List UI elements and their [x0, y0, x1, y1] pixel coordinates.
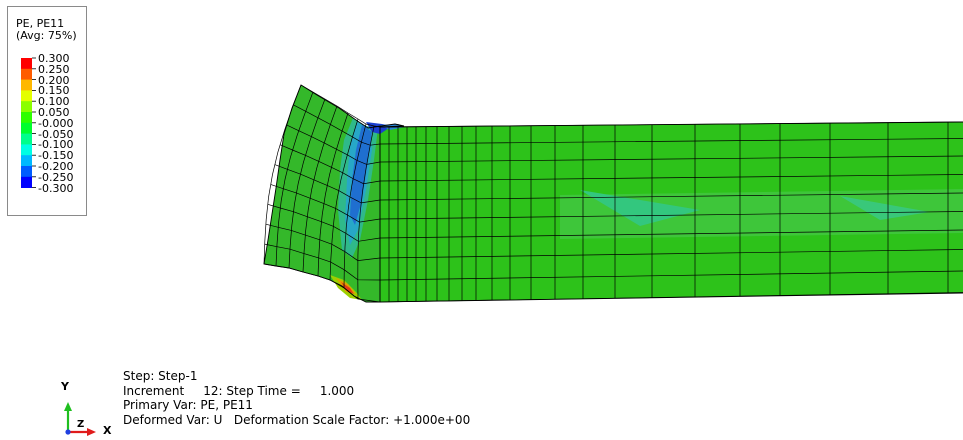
mesh-edge	[274, 164, 381, 204]
legend-value-label: -0.150	[38, 149, 74, 163]
beam-bottom-edge	[379, 292, 963, 303]
legend-value-label: -0.100	[38, 138, 74, 152]
mesh-edge	[302, 105, 338, 273]
mesh-contour-fills	[264, 85, 963, 302]
mesh-edge	[265, 223, 381, 261]
legend-band	[21, 101, 32, 113]
mesh-edge	[264, 243, 381, 281]
legend-band	[21, 166, 32, 178]
legend-band	[21, 58, 32, 70]
mesh-edge	[286, 124, 381, 165]
step-name: Step: Step-1	[123, 369, 198, 383]
contour-legend: PE, PE11 (Avg: 75%) 0.300 0.250 0.200 0.150…	[7, 6, 87, 216]
legend-band	[21, 144, 32, 156]
legend-value-label: 0.200	[38, 73, 70, 87]
legend-band	[21, 155, 32, 167]
mesh-edge	[379, 249, 963, 259]
triad-y-label: Y	[61, 380, 69, 393]
legend-band	[21, 176, 32, 188]
legend-band	[21, 90, 32, 102]
mesh-edge	[379, 174, 963, 182]
mesh-edge	[357, 125, 375, 300]
legend-value-label: 0.050	[38, 106, 70, 119]
triad-z-marker	[65, 429, 71, 435]
triad-y-arrow	[64, 402, 72, 432]
legend-value-label: -0.000	[38, 116, 74, 130]
legend-band	[21, 68, 32, 80]
mesh-edge	[267, 203, 381, 242]
deformed-variable: Deformed Var: U Deformation Scale Factor…	[123, 412, 471, 427]
legend-band	[21, 133, 32, 145]
mesh-edge	[379, 155, 963, 163]
mesh-outline	[263, 84, 405, 303]
increment-info: Increment 12: Step Time = 1.000	[123, 383, 355, 398]
mesh-edge	[275, 91, 314, 267]
mesh-edge	[270, 184, 381, 223]
legend-value-label: -0.050	[38, 127, 74, 141]
mesh-edge	[293, 104, 381, 146]
beam-top-edge	[379, 121, 963, 128]
triad-x-label: X	[103, 424, 112, 437]
mesh-edge	[288, 98, 326, 269]
legend-value-label: 0.100	[38, 95, 70, 109]
triad-z-label: Z	[77, 419, 85, 430]
beam-wedge	[840, 196, 930, 220]
mesh-element-edges	[263, 84, 963, 303]
legend-value-label: -0.300	[38, 181, 74, 195]
mesh-edge	[379, 138, 963, 145]
mesh-edge	[300, 84, 381, 128]
legend-value-label: 0.250	[38, 62, 70, 76]
legend-value-label: 0.300	[38, 52, 70, 65]
beam-wedge	[580, 190, 700, 226]
mesh-edge	[379, 192, 963, 201]
legend-color-scale	[21, 57, 36, 189]
mesh-edge	[379, 270, 963, 281]
mesh-edge	[379, 229, 963, 239]
legend-value-label: -0.250	[38, 170, 74, 184]
triad-x-arrow	[68, 428, 96, 436]
mesh-edge	[317, 112, 349, 277]
legend-value-label: -0.200	[38, 160, 74, 173]
mesh-edge	[279, 144, 381, 185]
step-info-block: Step: Step-1 Increment 12: Step Time = 1…	[123, 369, 470, 427]
legend-band	[21, 122, 32, 134]
legend-band	[21, 112, 32, 124]
legend-band	[21, 79, 32, 91]
mesh-edge	[343, 123, 367, 289]
primary-variable: Primary Var: PE, PE11	[123, 398, 253, 412]
mesh-edge	[379, 211, 963, 220]
mesh-edge	[329, 118, 359, 281]
legend-title-variable: PE, PE11	[16, 17, 65, 30]
legend-value-label: 0.150	[38, 84, 70, 98]
axis-triad	[64, 402, 96, 436]
legend-title-averaging: (Avg: 75%)	[16, 29, 77, 42]
